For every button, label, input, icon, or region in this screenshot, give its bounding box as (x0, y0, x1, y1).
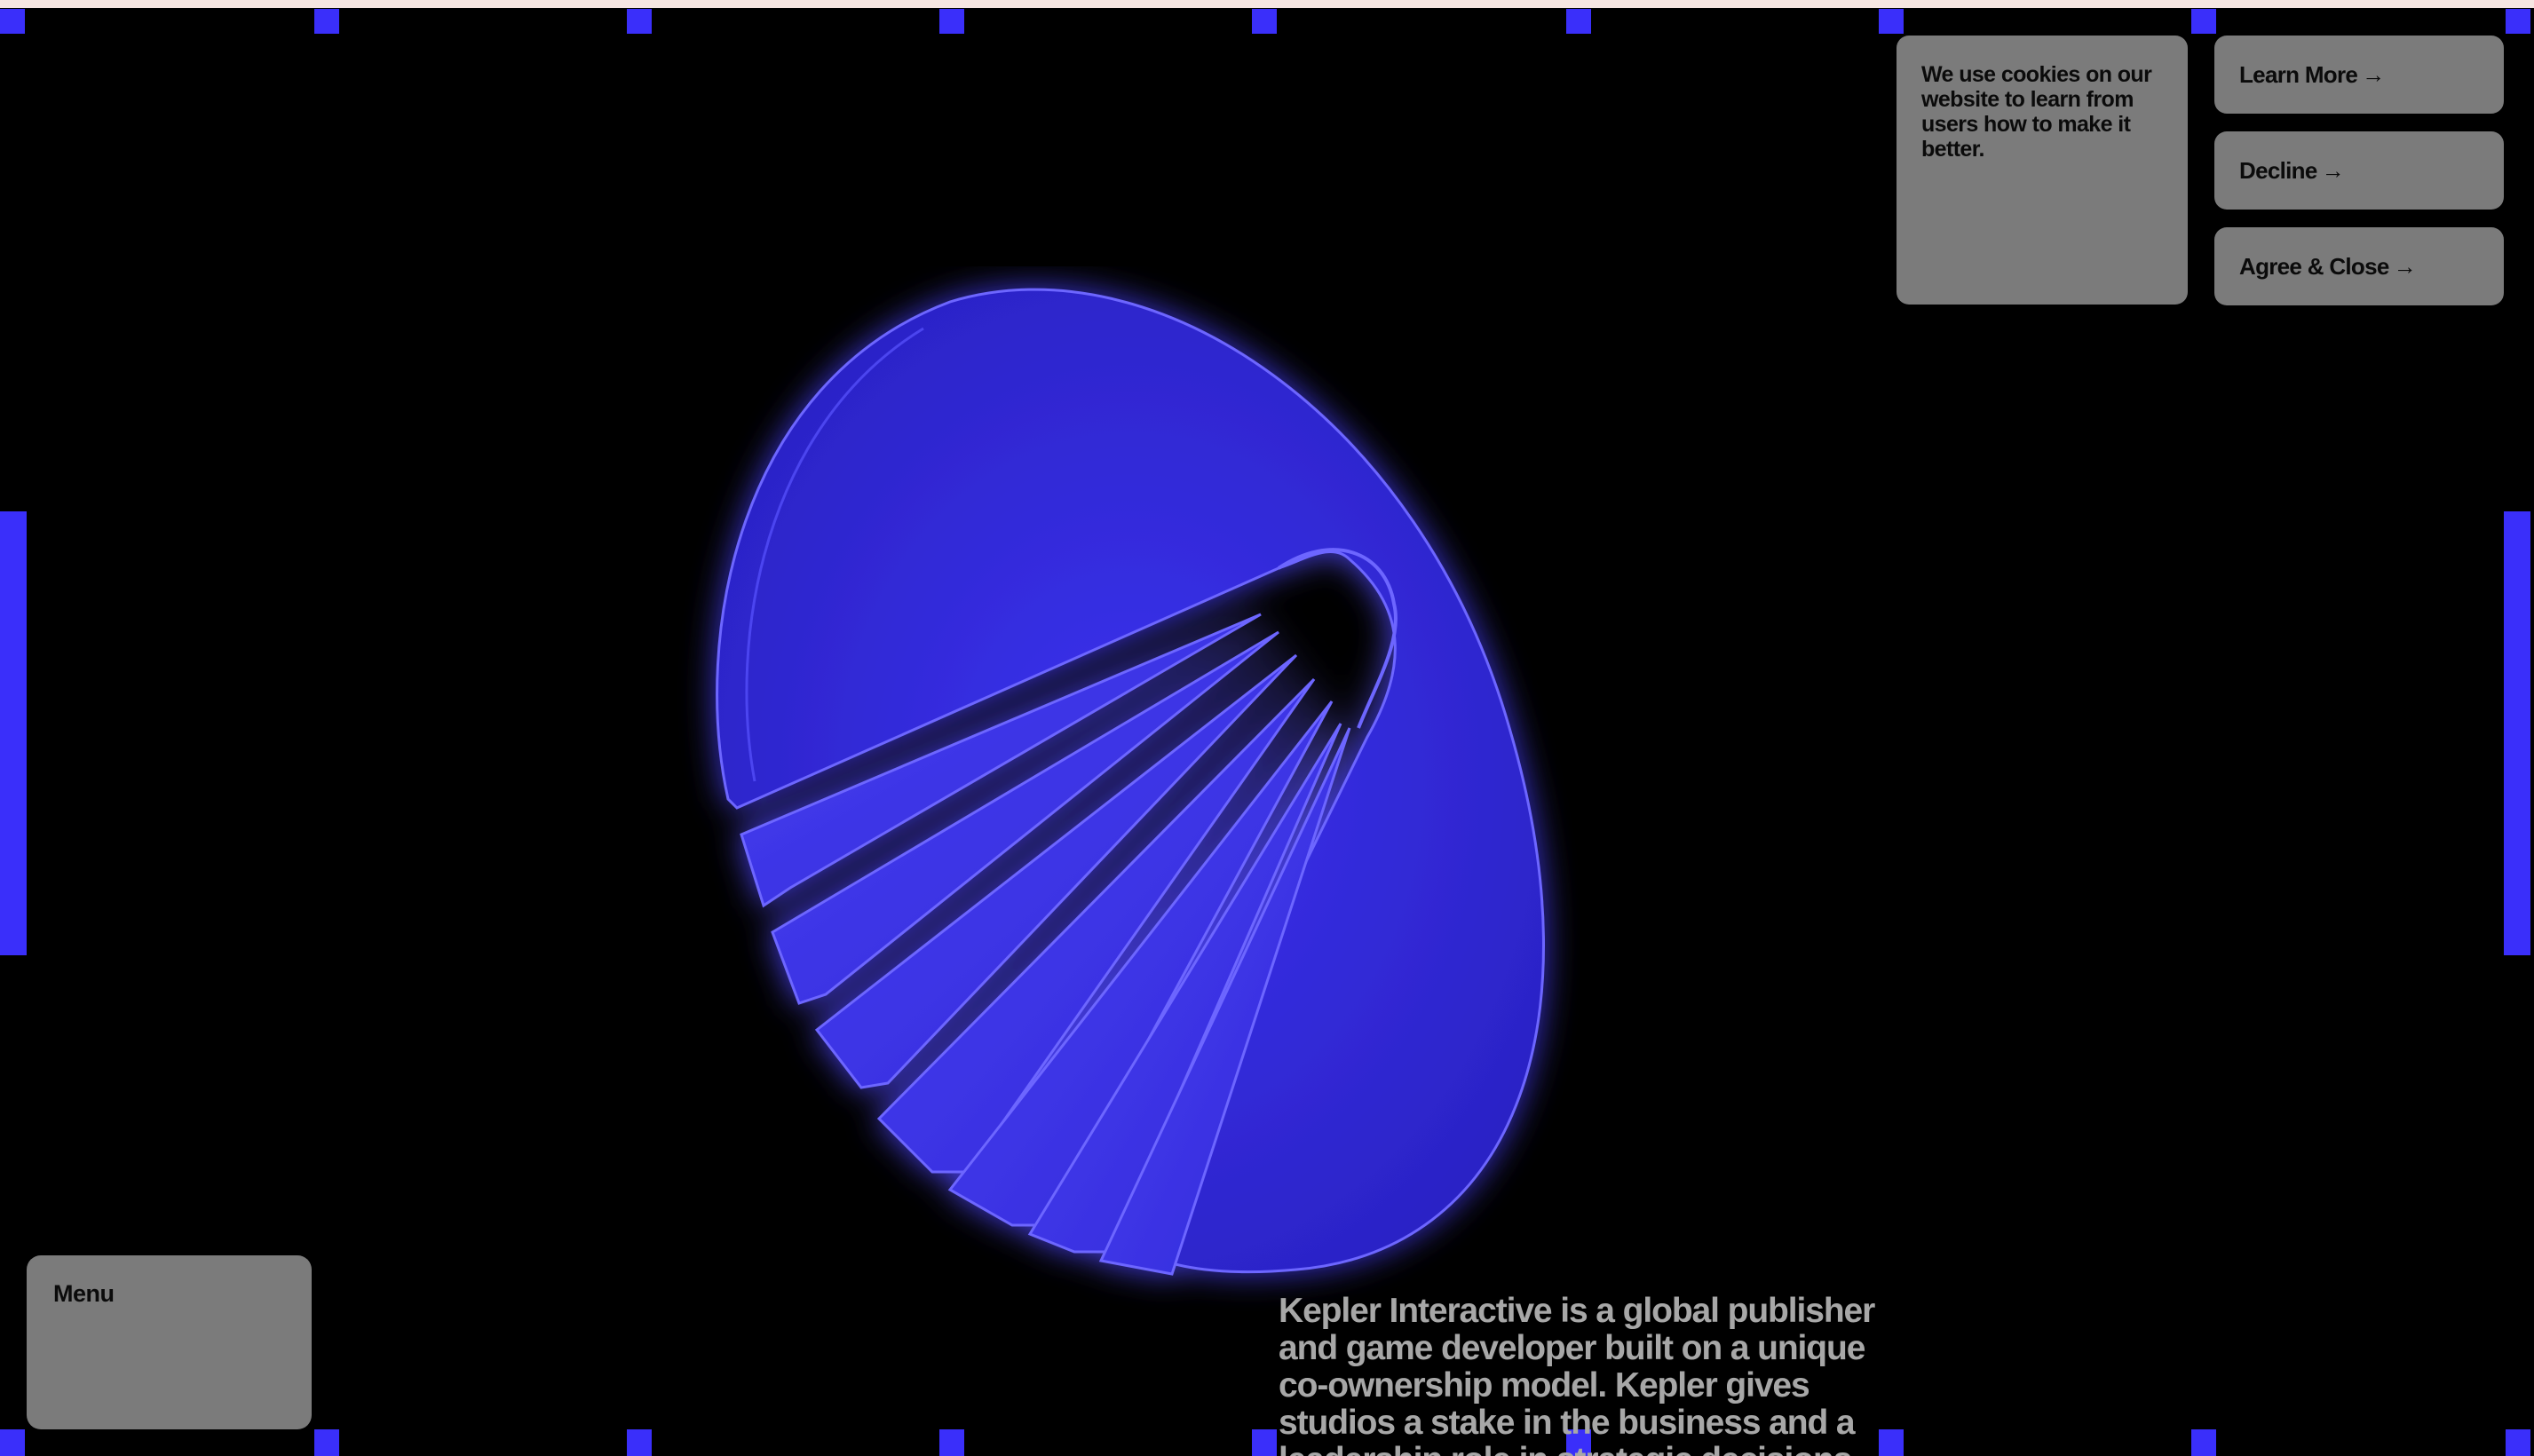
frame-marker (2191, 1429, 2216, 1456)
learn-more-button[interactable]: Learn More → (2214, 36, 2504, 114)
frame-marker (1566, 9, 1591, 34)
frame-marker (2191, 9, 2216, 34)
menu-button[interactable]: Menu (27, 1255, 312, 1429)
logo-graphic (716, 288, 1545, 1276)
frame-marker (1879, 1429, 1904, 1456)
arrow-right-icon: → (2362, 60, 2385, 88)
frame-marker (1252, 1429, 1277, 1456)
decline-button[interactable]: Decline → (2214, 131, 2504, 210)
kepler-fan-logo-icon (657, 266, 1580, 1314)
arrow-right-icon: → (2393, 252, 2417, 280)
frame-marker (939, 9, 964, 34)
frame-marker (1879, 9, 1904, 34)
frame-marker (314, 9, 339, 34)
frame-marker (0, 9, 25, 34)
top-strip (0, 0, 2534, 8)
agree-close-button[interactable]: Agree & Close → (2214, 227, 2504, 305)
frame-edge-bar (0, 511, 27, 955)
decline-label: Decline (2239, 156, 2317, 184)
frame-marker (627, 1429, 652, 1456)
frame-marker (0, 1429, 25, 1456)
frame-marker (2506, 9, 2530, 34)
frame-marker (1566, 1429, 1591, 1456)
intro-text: Kepler Interactive is a global publisher… (1279, 1292, 1875, 1456)
cookie-notice: We use cookies on our website to learn f… (1897, 36, 2188, 305)
frame-marker (314, 1429, 339, 1456)
arrow-right-icon: → (2321, 156, 2345, 184)
frame-marker (627, 9, 652, 34)
frame-edge-bar (2504, 511, 2530, 955)
learn-more-label: Learn More (2239, 60, 2358, 88)
frame-marker (1252, 9, 1277, 34)
menu-label: Menu (53, 1280, 115, 1307)
frame-marker (939, 1429, 964, 1456)
cookie-message: We use cookies on our website to learn f… (1921, 62, 2152, 162)
agree-close-label: Agree & Close (2239, 252, 2389, 280)
frame-marker (2506, 1429, 2530, 1456)
